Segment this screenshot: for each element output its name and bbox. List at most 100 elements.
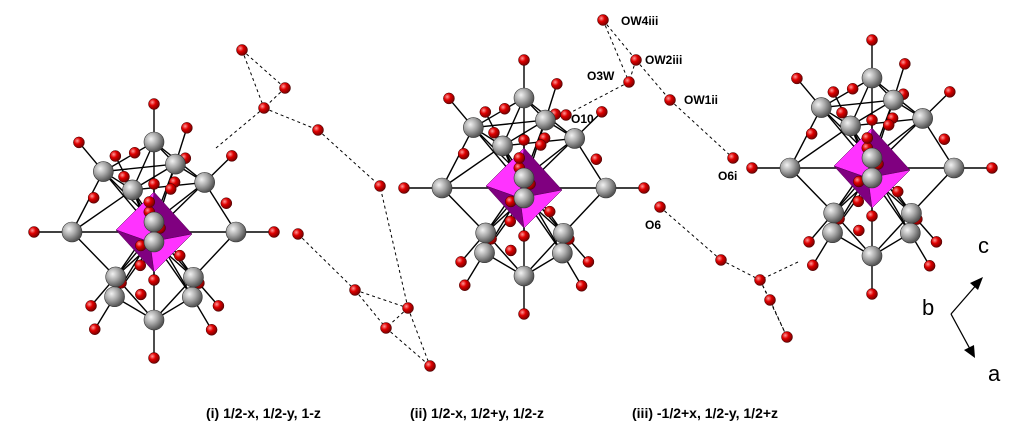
metal-atom [143, 309, 165, 331]
oxygen-atom [505, 244, 517, 257]
metal-atom [552, 242, 573, 264]
water-oxygen-atom [402, 302, 414, 314]
oxygen-atom [85, 300, 97, 312]
oxygen-atom [986, 162, 998, 174]
oxygen-atom [590, 153, 603, 165]
hydrogen-bond [297, 233, 356, 291]
oxygen-atom [457, 148, 470, 160]
label-ow4iii: OW4iii [621, 14, 658, 28]
metal-atom [861, 147, 883, 169]
water-oxygen-atom [764, 294, 776, 306]
oxygen-atom [944, 86, 956, 98]
metal-atom [513, 265, 535, 287]
metal-atom [912, 108, 933, 129]
water-oxygen-atom [292, 228, 304, 240]
metal-atom [463, 117, 484, 138]
oxygen-atom [866, 34, 878, 46]
oxygen-atom [882, 119, 895, 131]
metal-atom [183, 266, 204, 288]
oxygen-atom [109, 150, 122, 162]
oxygen-atom [852, 195, 865, 208]
oxygen-atom [866, 114, 878, 126]
metal-atom [474, 242, 495, 264]
oxygen-atom [143, 196, 156, 208]
metal-atom [431, 177, 453, 199]
oxygen-atom [930, 236, 943, 248]
oxygen-atom [398, 182, 410, 194]
bond [910, 167, 955, 214]
oxygen-atom [87, 192, 100, 204]
oxygen-atom [220, 197, 233, 209]
metal-atom [513, 87, 535, 109]
metal-atom [513, 187, 535, 209]
water-oxygen-atom [424, 360, 436, 372]
oxygen-atom [226, 150, 238, 162]
bond [441, 145, 503, 189]
metal-atom [779, 157, 801, 179]
axis-label-c: c [978, 233, 989, 258]
hydrogen-bond [354, 289, 409, 309]
water-oxygen-atom [715, 254, 727, 266]
metal-atom [564, 128, 585, 149]
oxygen-atom [582, 256, 595, 268]
metal-atom [143, 131, 165, 153]
oxygen-atom [164, 183, 177, 195]
oxygen-atom [518, 134, 530, 146]
oxygen-atom [118, 170, 130, 183]
metal-atom [61, 221, 83, 243]
bond [441, 127, 474, 189]
oxygen-atom [459, 279, 471, 291]
oxygen-atom [866, 210, 878, 222]
hydrogen-bond [759, 261, 799, 281]
oxygen-atom [899, 58, 911, 70]
axis-label-b: b [922, 295, 934, 320]
metal-atom [513, 167, 535, 189]
oxygen-atom [173, 249, 186, 262]
oxygen-atom [923, 260, 936, 272]
oxygen-atom [135, 288, 147, 301]
hydrogen-bond [602, 19, 637, 61]
oxygen-atom [268, 226, 280, 238]
metal-atom [840, 115, 861, 137]
oxygen-atom [846, 83, 859, 95]
atom-layer [28, 14, 998, 372]
oxygen-atom [205, 324, 218, 336]
bond [192, 231, 237, 278]
metal-atom [943, 157, 965, 179]
bond [789, 107, 822, 169]
oxygen-atom [73, 136, 85, 149]
metal-atom [143, 231, 165, 253]
water-oxygen-atom [597, 14, 609, 26]
oxygen-atom [148, 274, 160, 286]
oxygen-atom [128, 147, 141, 159]
oxygen-atom [488, 126, 500, 139]
metal-atom [104, 286, 125, 308]
water-oxygen-atom [312, 124, 324, 136]
bond [473, 119, 546, 129]
oxygen-atom [803, 236, 815, 248]
hydrogen-bond [379, 185, 409, 309]
oxygen-atom [134, 259, 147, 272]
symmetry-code-iii: (iii) -1/2+x, 1/2-y, 1/2+z [632, 405, 778, 421]
label-o10: O10 [571, 112, 594, 126]
bond [789, 167, 835, 214]
water-oxygen-atom [727, 152, 739, 164]
metal-atom [194, 172, 215, 193]
bond [71, 231, 117, 278]
water-oxygen-atom [349, 284, 361, 296]
oxygen-atom [479, 106, 492, 118]
bond [789, 125, 851, 169]
bond [103, 163, 176, 173]
oxygen-atom [513, 152, 526, 164]
metal-atom [822, 222, 843, 244]
metal-atom [143, 211, 165, 233]
hydrogen-bond [635, 59, 671, 101]
oxygen-atom [805, 128, 818, 140]
oxygen-atom [89, 323, 101, 335]
metal-atom [861, 245, 883, 267]
oxygen-atom [543, 205, 556, 218]
oxygen-atom [638, 182, 650, 194]
oxygen-atom [148, 98, 160, 110]
label-ow1ii: OW1ii [684, 93, 718, 107]
hydrogen-bond [720, 259, 761, 281]
